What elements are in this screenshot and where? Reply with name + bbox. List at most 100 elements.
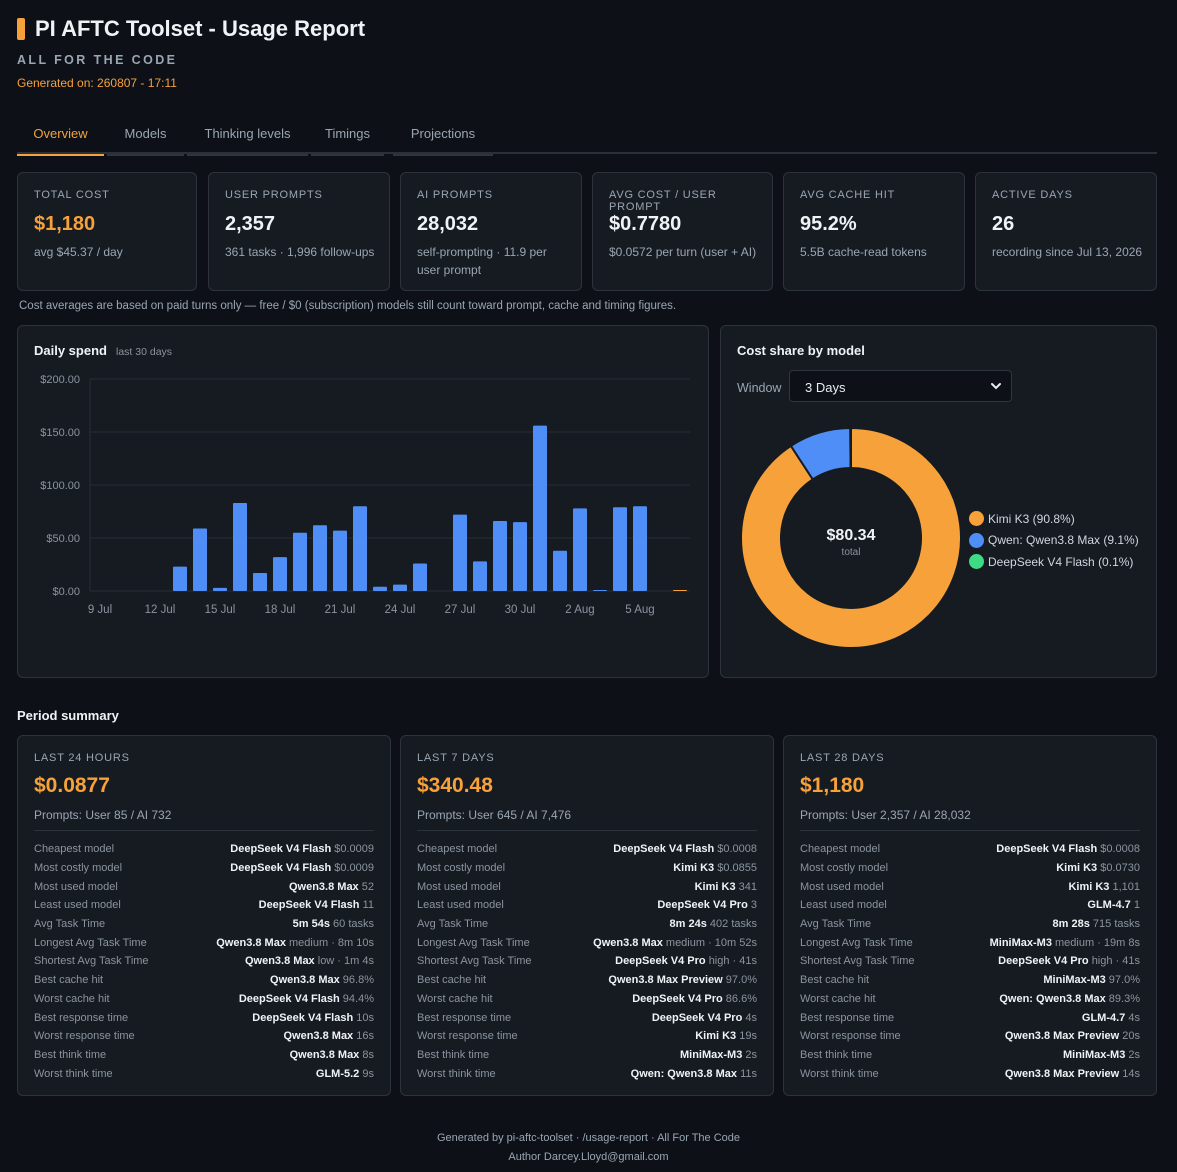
bar	[673, 590, 687, 591]
summary-row-label: Cheapest model	[800, 843, 881, 856]
legend-swatch	[969, 511, 984, 527]
summary-row-value: MiniMax-M3	[989, 936, 1052, 949]
stat-value: 2,357	[225, 213, 276, 235]
period-rows: Cheapest model DeepSeek V4 Flash $0.0009 M…	[34, 840, 374, 1083]
stat-value: 95.2%	[800, 213, 857, 235]
summary-row-detail: $0.0008	[1100, 843, 1140, 856]
stat-value: $0.7780	[609, 213, 682, 235]
period-cost: $340.48	[417, 774, 493, 797]
summary-row-label: Best think time	[800, 1048, 873, 1061]
bar	[413, 563, 427, 591]
summary-row: Shortest Avg Task Time DeepSeek V4 Pro hi…	[417, 952, 757, 971]
cost-share-legend: Kimi K3 (90.8%) Qwen: Qwen3.8 Max (9.1%) D…	[969, 508, 1139, 573]
summary-row-label: Least used model	[417, 899, 504, 912]
summary-row-value: MiniMax-M3	[1043, 974, 1106, 987]
summary-row-label: Worst response time	[417, 1030, 518, 1043]
pie-slice	[849, 426, 852, 470]
summary-row-value: Kimi K3	[695, 1030, 737, 1043]
summary-row-label: Most costly model	[417, 862, 506, 875]
summary-row: Worst think time Qwen3.8 Max Preview 14s	[800, 1064, 1140, 1083]
divider	[417, 830, 757, 831]
footer-author: Author Darcey.Lloyd@gmail.com	[508, 1151, 669, 1163]
summary-row: Worst response time Kimi K3 19s	[417, 1027, 757, 1046]
summary-row-detail: 52	[361, 880, 374, 893]
bar	[293, 532, 307, 591]
bar	[533, 425, 547, 591]
x-tick-label: 15 Jul	[205, 604, 236, 616]
stat-value: 26	[992, 213, 1015, 235]
generated-timestamp: Generated on: 260807 - 17:11	[17, 76, 177, 90]
summary-row-value: Qwen3.8 Max	[593, 936, 663, 949]
legend-label: Qwen: Qwen3.8 Max (9.1%)	[988, 533, 1139, 548]
summary-row: Shortest Avg Task Time Qwen3.8 Max low · …	[34, 952, 374, 971]
bar	[493, 521, 507, 591]
bar	[473, 561, 487, 591]
summary-row-value: Qwen: Qwen3.8 Max	[999, 992, 1106, 1005]
stat-sub: recording since Jul 13, 2026	[992, 245, 1143, 259]
stat-label: AVG COST / USER PROMPT	[609, 189, 717, 213]
tab-timings[interactable]: Timings	[311, 116, 384, 156]
summary-row-label: Cheapest model	[34, 843, 115, 856]
y-tick-label: $150.00	[40, 427, 80, 439]
period-cost: $0.0877	[34, 774, 110, 797]
stat-label: TOTAL COST	[34, 189, 110, 201]
summary-row: Best cache hit MiniMax-M3 97.0%	[800, 971, 1140, 990]
summary-row-value: Qwen3.8 Max	[244, 955, 315, 968]
summary-row: Longest Avg Task Time MiniMax-M3 medium ·…	[800, 933, 1140, 952]
period-card: LAST 24 HOURS $0.0877 Prompts: User 85 / A…	[17, 735, 391, 1096]
summary-row-value: Qwen3.8 Max	[289, 1048, 360, 1061]
bar	[393, 584, 407, 591]
summary-row-detail: 60 tasks	[333, 918, 374, 931]
page-title: PI AFTC Toolset - Usage Report	[35, 16, 366, 41]
y-tick-label: $100.00	[40, 480, 80, 492]
summary-row-value: DeepSeek V4 Pro	[998, 955, 1089, 968]
stat-card-ai-prompts: AI PROMPTS 28,032 self-prompting · 11.9 …	[400, 172, 582, 291]
cost-note: Cost averages are based on paid turns on…	[19, 300, 677, 312]
summary-row: Best think time MiniMax-M3 2s	[800, 1046, 1140, 1065]
bar	[353, 506, 367, 591]
summary-row: Worst think time GLM-5.2 9s	[34, 1064, 374, 1083]
summary-row-value: MiniMax-M3	[679, 1048, 743, 1061]
cost-share-donut: $80.34 total	[740, 426, 962, 649]
summary-row-label: Worst cache hit	[34, 992, 110, 1005]
tab-models[interactable]: Models	[107, 116, 184, 156]
summary-row: Most costly model Kimi K3 $0.0855	[417, 859, 757, 878]
summary-row-detail: 2s	[1128, 1048, 1140, 1061]
summary-row-value: 8m 24s	[669, 918, 707, 931]
summary-row-detail: medium · 19m 8s	[1055, 936, 1140, 949]
summary-row-detail: medium · 8m 10s	[289, 936, 374, 949]
summary-row-detail: 16s	[356, 1030, 374, 1043]
summary-row: Best response time DeepSeek V4 Flash 10s	[34, 1008, 374, 1027]
chevron-down-icon	[991, 383, 1001, 390]
summary-row-label: Worst think time	[800, 1067, 879, 1080]
summary-row-detail: 402 tasks	[709, 918, 757, 931]
tab-thinking-levels[interactable]: Thinking levels	[187, 116, 308, 156]
tab-projections[interactable]: Projections	[393, 116, 493, 156]
summary-row-detail: 97.0%	[1108, 974, 1140, 987]
summary-row-label: Worst cache hit	[417, 992, 493, 1005]
tab-overview[interactable]: Overview	[17, 116, 104, 156]
legend-label: Kimi K3 (90.8%)	[988, 511, 1075, 526]
summary-row-value: Qwen3.8 Max	[270, 974, 340, 987]
summary-row-value: Kimi K3	[1056, 862, 1098, 875]
period-prompts: Prompts: User 645 / AI 7,476	[417, 808, 572, 822]
bar	[233, 503, 247, 591]
bar	[253, 572, 267, 591]
summary-row-label: Most used model	[34, 880, 118, 893]
summary-row-value: DeepSeek V4 Pro	[615, 955, 706, 968]
summary-row-label: Best cache hit	[34, 974, 104, 987]
window-select[interactable]: 3 Days	[789, 370, 1012, 402]
stat-sub: self-prompting · 11.9 per user prompt	[417, 245, 547, 277]
x-tick-label: 18 Jul	[265, 604, 296, 616]
summary-row-detail: 2s	[745, 1048, 757, 1061]
stat-value: $1,180	[34, 213, 96, 235]
legend-swatch	[969, 532, 984, 548]
x-tick-label: 30 Jul	[505, 604, 536, 616]
summary-row-value: Kimi K3	[1068, 880, 1110, 893]
legend-item: Qwen: Qwen3.8 Max (9.1%)	[969, 530, 1139, 552]
stat-sub: avg $45.37 / day	[34, 245, 123, 259]
summary-row-detail: 10s	[356, 1011, 374, 1024]
summary-row-label: Best think time	[34, 1048, 107, 1061]
summary-row-label: Worst think time	[417, 1067, 496, 1080]
stat-sub: $0.0572 per turn (user + AI)	[609, 245, 757, 259]
